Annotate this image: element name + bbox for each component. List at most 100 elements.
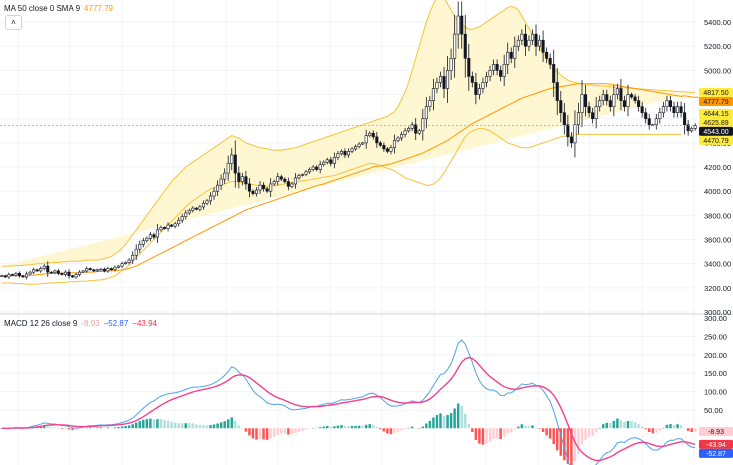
macd-axis-tick: 150.00: [704, 369, 727, 378]
macd-histogram-bar: [467, 423, 471, 429]
macd-histogram-bar: [548, 428, 552, 439]
macd-histogram-bar: [598, 428, 601, 429]
macd-legend[interactable]: MACD 12 26 close 9 -8.93 −52.87 −43.94: [4, 319, 161, 328]
macd-histogram-bar: [301, 428, 304, 431]
candle-body: [81, 270, 85, 273]
macd-histogram-bar: [506, 428, 509, 434]
candle-body: [357, 143, 361, 147]
price-axis-tick: 4200.00: [704, 163, 731, 172]
macd-histogram-bar: [559, 428, 563, 456]
candle-body: [506, 51, 510, 65]
candle-body: [138, 244, 142, 250]
macd-histogram-bar: [403, 428, 407, 429]
macd-histogram-bar: [67, 428, 71, 430]
candle-body: [446, 70, 450, 89]
candle-body: [293, 177, 297, 185]
macd-tag-box: [699, 448, 733, 458]
candle-body: [70, 275, 75, 278]
candle-body: [608, 100, 612, 107]
macd-histogram-bar: [527, 425, 531, 429]
candle-body: [152, 234, 156, 238]
candle-body: [254, 189, 259, 194]
candle-body: [555, 82, 559, 101]
candle-body: [545, 51, 549, 59]
macd-histogram-bar: [594, 428, 598, 433]
candle-body: [53, 270, 57, 274]
candle-body: [679, 106, 683, 113]
candle-body: [141, 240, 145, 245]
candle-body: [194, 207, 198, 210]
candle-body: [375, 136, 379, 144]
macd-histogram-bar: [439, 413, 442, 429]
price-tag-text: 4543.00: [703, 129, 728, 136]
candle-body: [343, 151, 347, 156]
candle-body: [67, 271, 71, 277]
macd-histogram-bar: [350, 425, 354, 429]
price-tag-text: 4817.50: [703, 90, 728, 97]
candle-body: [672, 106, 676, 113]
macd-histogram-bar: [219, 422, 223, 429]
candle-body: [538, 39, 542, 47]
macd-histogram-bar: [602, 424, 605, 429]
collapse-legend-button[interactable]: ˄: [5, 15, 22, 30]
macd-histogram-bar: [623, 421, 626, 429]
price-tag-box: [699, 87, 733, 97]
macd-histogram-bar: [609, 423, 612, 429]
macd-histogram-bar: [502, 428, 506, 438]
macd-histogram-bar: [184, 423, 187, 429]
candle-body: [658, 112, 662, 120]
candle-body: [85, 268, 89, 272]
candle-body: [276, 176, 280, 182]
candle-body: [566, 124, 570, 138]
candle-body: [407, 128, 411, 132]
band-fill: [1, 0, 696, 267]
candle-body: [414, 124, 418, 134]
candle-body: [63, 271, 67, 275]
candle-body: [541, 39, 545, 53]
candle-body: [28, 271, 32, 275]
macd-histogram-bar: [343, 425, 347, 429]
candle-body: [304, 171, 308, 175]
macd-histogram-bar: [414, 427, 417, 429]
macd-histogram-bar: [265, 428, 269, 440]
candle-body: [637, 100, 641, 107]
macd-histogram-bar: [297, 428, 301, 432]
macd-histogram-bar: [39, 426, 42, 429]
price-tag: 4625.89: [699, 117, 733, 127]
candle-body: [633, 96, 637, 101]
candle-body: [502, 64, 506, 77]
price-tag: 4644.15: [699, 108, 733, 118]
ma-legend[interactable]: MA 50 close 0 SMA 9 4777.79: [4, 4, 117, 13]
candle-body: [460, 15, 464, 35]
candle-body: [488, 70, 492, 77]
macd-histogram-bar: [74, 428, 78, 431]
macd-histogram-bar: [120, 426, 124, 429]
macd-histogram-bar: [96, 427, 99, 429]
macd-histogram-bar: [492, 428, 495, 440]
macd-histogram-bar: [616, 418, 619, 429]
macd-histogram-bar: [361, 425, 364, 429]
macd-histogram-bar: [693, 428, 697, 432]
macd-histogram-bar: [46, 426, 50, 429]
candle-body: [39, 268, 43, 272]
macd-histogram-bar: [180, 423, 184, 429]
macd-histogram-bar: [418, 428, 421, 429]
macd-histogram-bar: [662, 427, 665, 429]
candle-body: [605, 94, 609, 101]
macd-histogram-bar: [60, 428, 64, 429]
candle-body: [665, 100, 669, 107]
candle-body: [548, 58, 552, 65]
candle-body: [124, 262, 128, 264]
macd-histogram-bar: [626, 420, 630, 429]
macd-histogram-bar: [520, 424, 524, 429]
candle-body: [223, 172, 227, 180]
macd-histogram-bar: [88, 427, 92, 429]
macd-histogram-bar: [591, 428, 594, 437]
candle-body: [467, 58, 471, 77]
candle-body: [173, 223, 177, 227]
candle-body: [21, 275, 25, 278]
candle-body: [463, 33, 467, 59]
candle-body: [499, 70, 503, 77]
candle-body: [88, 268, 92, 271]
